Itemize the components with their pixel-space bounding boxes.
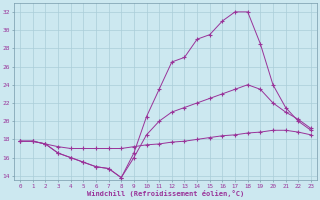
X-axis label: Windchill (Refroidissement éolien,°C): Windchill (Refroidissement éolien,°C) bbox=[87, 190, 244, 197]
